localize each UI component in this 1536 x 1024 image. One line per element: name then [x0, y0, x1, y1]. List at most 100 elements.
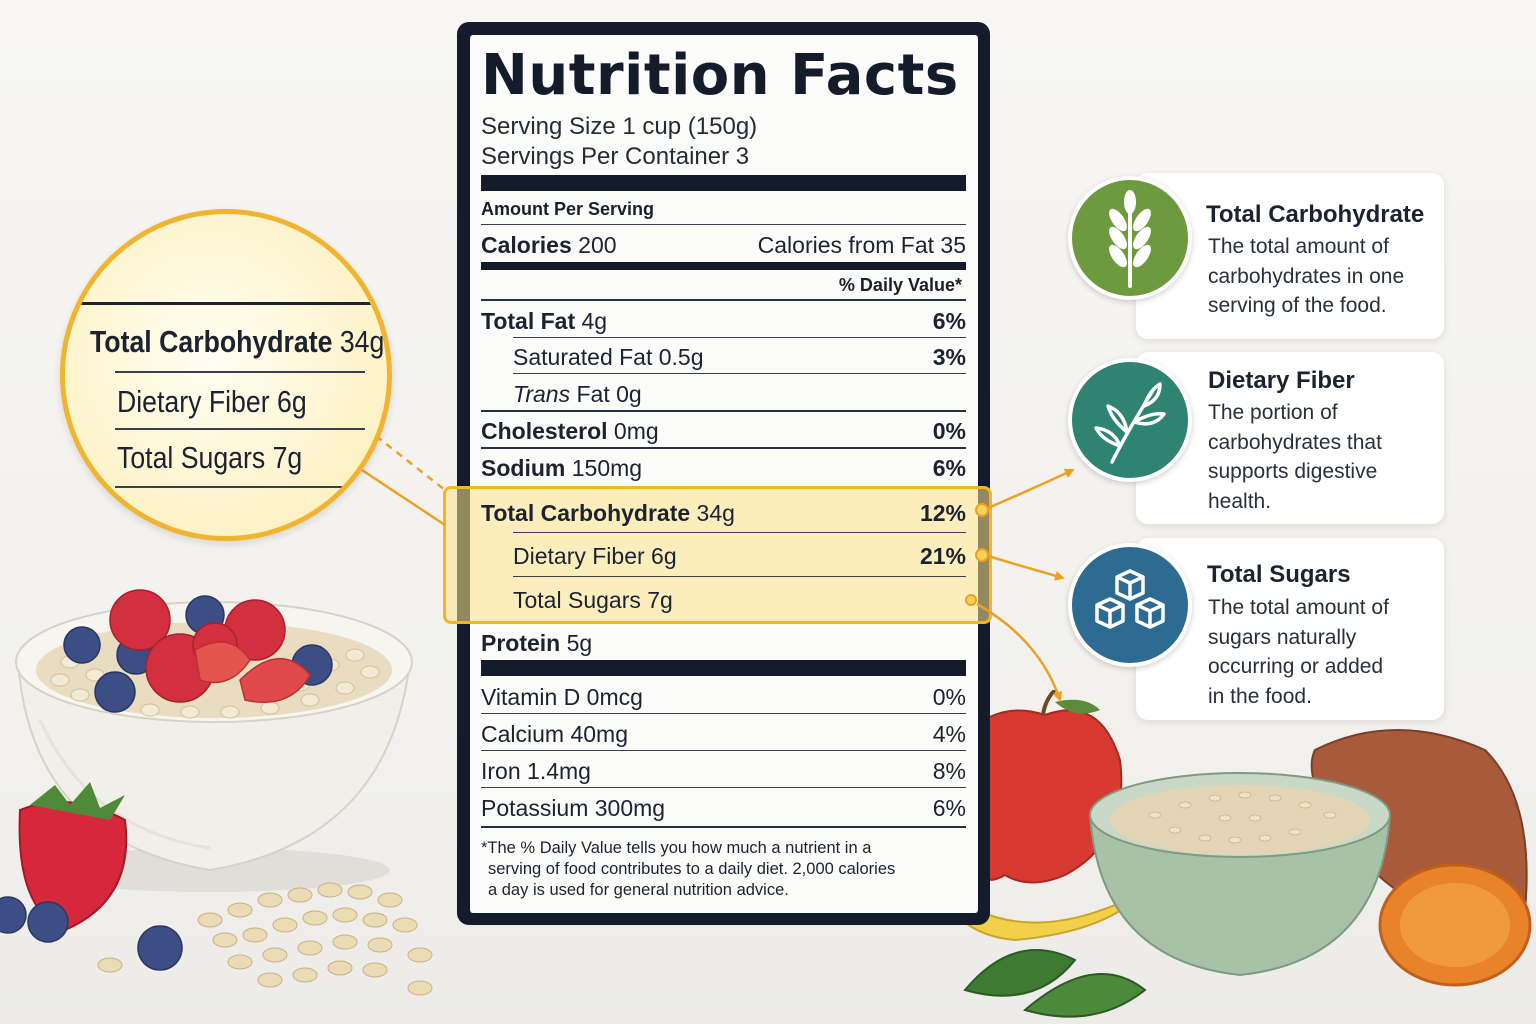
magnifier-divider: [115, 428, 365, 430]
potassium-dv: 6%: [932, 794, 966, 821]
magnifier-divider: [65, 302, 387, 305]
total-sugars-label: Total Sugars 7g: [513, 586, 673, 613]
dietary-fiber-label: Dietary Fiber 6g: [513, 542, 677, 569]
sodium-amount: 150mg: [571, 454, 643, 481]
daily-value-header: % Daily Value*: [838, 275, 962, 295]
calcium-row: Calcium 40mg 4%: [481, 718, 966, 750]
card-line: The total amount of: [1208, 235, 1389, 258]
magnifier-connector-dashed: [375, 435, 446, 491]
total-sugars-card: [1136, 538, 1444, 720]
sugar-cubes-icon: [1068, 543, 1192, 667]
trans-fat-label: Fat 0g: [576, 380, 642, 407]
total-sugars-row: Total Sugars 7g: [481, 584, 966, 616]
amount-per-serving: Amount Per Serving: [481, 199, 655, 219]
saturated-fat-row: Saturated Fat 0.5g 3%: [481, 341, 966, 373]
saturated-fat-label: Saturated Fat 0.5g: [513, 343, 704, 370]
card-line: serving of the food.: [1208, 294, 1387, 317]
leaf-sprig-icon: [1068, 358, 1192, 482]
trans-fat-italic: Trans: [513, 380, 571, 407]
sodium-row: Sodium 150mg 6%: [481, 452, 966, 484]
sodium-dv: 6%: [932, 454, 966, 481]
cholesterol-dv: 0%: [932, 417, 966, 444]
total-sugars-card-title: Total Sugars: [1207, 561, 1351, 588]
dietary-fiber-dv: 21%: [919, 542, 966, 569]
iron-dv: 8%: [932, 757, 966, 784]
divider: [513, 373, 966, 374]
divider: [481, 750, 966, 751]
saturated-fat-dv: 3%: [932, 343, 966, 370]
potassium-label: Potassium 300mg: [481, 794, 666, 821]
footnote-line: serving of food contributes to a daily d…: [488, 860, 896, 878]
protein-row: Protein 5g: [481, 627, 966, 659]
total-fat-dv: 6%: [932, 307, 966, 334]
card-line: The portion of: [1208, 401, 1338, 424]
iron-label: Iron 1.4mg: [481, 757, 591, 784]
protein-amount: 5g: [566, 629, 593, 656]
card-line: health.: [1208, 489, 1272, 513]
vitamin-d-label: Vitamin D 0mcg: [481, 683, 643, 710]
total-carbohydrate-dv: 12%: [919, 499, 966, 526]
iron-row: Iron 1.4mg 8%: [481, 755, 966, 787]
cholesterol-label: Cholesterol: [481, 417, 608, 444]
footnote: *The % Daily Value tells you how much a …: [481, 838, 966, 901]
dietary-fiber-row: Dietary Fiber 6g 21%: [481, 540, 966, 572]
divider: [481, 713, 966, 714]
divider: [481, 826, 966, 828]
card-line: occurring or added: [1208, 655, 1384, 678]
carbohydrate-card-title: Total Carbohydrate: [1206, 201, 1425, 228]
total-fat-amount: 4g: [581, 307, 608, 334]
calories-value: 200: [578, 231, 617, 258]
divider: [513, 532, 966, 533]
arrow-to-sugars-card: [987, 554, 1065, 581]
divider-mid: [481, 262, 966, 270]
dietary-fiber-card-title: Dietary Fiber: [1208, 367, 1355, 394]
vitamin-d-row: Vitamin D 0mcg 0%: [481, 681, 966, 713]
footnote-line: a day is used for general nutrition advi…: [488, 881, 789, 899]
magnifier-divider: [115, 371, 365, 373]
card-line: sugars naturally: [1208, 625, 1357, 649]
cholesterol-row: Cholesterol 0mg 0%: [481, 415, 966, 447]
footnote-line: *The % Daily Value tells you how much a …: [481, 839, 872, 857]
total-carbohydrate-amount: 34g: [696, 499, 735, 526]
oatmeal-bowl-illustration: [0, 589, 433, 996]
calcium-dv: 4%: [932, 720, 966, 747]
magnifier-connector: [361, 468, 446, 527]
card-line: carbohydrates in one: [1208, 264, 1405, 288]
carbohydrate-card-description: The total amount of carbohydrates in one…: [1208, 232, 1404, 321]
magnifier-fiber: Dietary Fiber 6g: [117, 384, 307, 419]
sodium-label: Sodium: [481, 454, 566, 481]
divider: [481, 410, 966, 412]
calories-row: Calories 200 Calories from Fat 35: [481, 230, 966, 260]
arrow-to-carbohydrate-card: [987, 468, 1075, 510]
wheat-icon: [1068, 176, 1192, 300]
magnifier-carb-amount: 34g: [339, 324, 385, 359]
calcium-label: Calcium 40mg: [481, 720, 628, 747]
divider: [481, 224, 966, 225]
card-line: The total amount of: [1208, 596, 1389, 619]
cholesterol-amount: 0mg: [613, 417, 659, 444]
serving-size: Serving Size 1 cup (150g): [481, 113, 758, 140]
fruits-and-grains-illustration: [930, 690, 1532, 1018]
total-fat-label: Total Fat: [481, 307, 576, 334]
magnifier-divider: [115, 486, 365, 488]
card-line: supports digestive: [1208, 460, 1378, 483]
divider: [481, 787, 966, 788]
divider-thick: [481, 175, 966, 191]
calories-from-fat: Calories from Fat 35: [757, 231, 966, 258]
total-fat-row: Total Fat 4g 6%: [481, 305, 966, 337]
card-line: in the food.: [1208, 684, 1312, 708]
potassium-row: Potassium 300mg 6%: [481, 792, 966, 824]
card-line: carbohydrates that: [1208, 430, 1382, 454]
calories-label: Calories: [481, 231, 572, 258]
total-carbohydrate-label: Total Carbohydrate: [481, 499, 691, 526]
divider: [481, 447, 966, 449]
vitamin-d-dv: 0%: [932, 683, 966, 710]
carbohydrate-highlight: [443, 486, 992, 624]
magnifier-carbohydrate: Total Carbohydrate 34g: [90, 324, 384, 360]
protein-label: Protein: [481, 629, 561, 656]
dietary-fiber-card-description: The portion of carbohydrates that suppor…: [1208, 398, 1382, 516]
label-title: Nutrition Facts: [481, 43, 959, 108]
divider: [513, 337, 966, 338]
divider: [481, 299, 966, 301]
total-carbohydrate-row: Total Carbohydrate 34g 12%: [481, 497, 966, 529]
